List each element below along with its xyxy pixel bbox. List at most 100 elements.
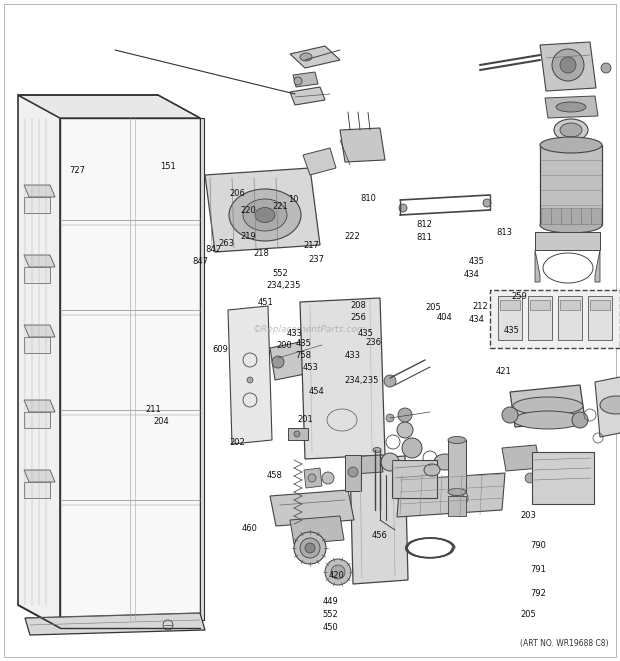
Ellipse shape (600, 396, 620, 414)
Bar (541, 208, 551, 224)
Circle shape (502, 407, 518, 423)
Text: 420: 420 (329, 570, 344, 580)
Circle shape (247, 377, 253, 383)
Text: 450: 450 (322, 623, 338, 633)
Polygon shape (340, 128, 385, 162)
Polygon shape (270, 490, 354, 526)
Circle shape (456, 494, 464, 502)
Ellipse shape (448, 488, 466, 496)
Text: 727: 727 (69, 166, 86, 175)
Polygon shape (24, 267, 50, 283)
Polygon shape (535, 250, 540, 282)
Circle shape (325, 559, 351, 585)
Polygon shape (24, 325, 55, 337)
Polygon shape (595, 250, 600, 282)
Bar (288, 428, 308, 440)
Circle shape (402, 438, 422, 458)
Bar (581, 208, 591, 224)
Bar (528, 296, 552, 340)
Text: 237: 237 (309, 254, 325, 264)
Text: 203: 203 (521, 511, 537, 520)
Circle shape (560, 57, 576, 73)
Text: 220: 220 (241, 206, 256, 215)
Circle shape (398, 408, 412, 422)
Text: 552: 552 (273, 269, 288, 278)
Circle shape (348, 467, 358, 477)
Text: 259: 259 (512, 292, 527, 301)
Bar (551, 208, 561, 224)
Bar (532, 452, 594, 504)
Polygon shape (545, 96, 598, 118)
Polygon shape (303, 148, 336, 175)
Polygon shape (24, 255, 55, 267)
Bar (560, 300, 580, 310)
Polygon shape (300, 298, 385, 459)
Circle shape (294, 77, 302, 85)
Bar (200, 118, 204, 620)
Text: 792: 792 (530, 589, 546, 598)
Circle shape (300, 538, 320, 558)
Text: 433: 433 (287, 329, 303, 338)
Polygon shape (350, 455, 383, 474)
Ellipse shape (373, 447, 381, 453)
Text: 456: 456 (372, 531, 388, 540)
Circle shape (331, 565, 345, 579)
Polygon shape (228, 306, 272, 444)
Bar (345, 455, 361, 491)
Circle shape (294, 431, 300, 437)
Polygon shape (205, 168, 320, 252)
Circle shape (305, 543, 315, 553)
Polygon shape (290, 46, 340, 68)
Circle shape (483, 199, 491, 207)
Polygon shape (502, 445, 540, 471)
Polygon shape (290, 87, 325, 105)
Text: 451: 451 (257, 298, 273, 307)
Text: ©ReplacementParts.com: ©ReplacementParts.com (253, 325, 367, 334)
Text: 151: 151 (160, 162, 175, 171)
Text: 453: 453 (303, 363, 319, 372)
Text: 218: 218 (253, 249, 269, 258)
Text: 234,235: 234,235 (344, 375, 378, 385)
Text: 234,235: 234,235 (267, 281, 301, 290)
Text: 206: 206 (229, 188, 246, 198)
Bar (558, 296, 582, 340)
Text: 454: 454 (309, 387, 324, 396)
Polygon shape (397, 473, 505, 517)
Text: 842: 842 (206, 245, 222, 254)
Polygon shape (350, 456, 408, 584)
Bar (448, 496, 466, 516)
Polygon shape (60, 118, 200, 620)
Text: 813: 813 (496, 228, 512, 237)
Text: 219: 219 (241, 232, 256, 241)
Bar (498, 296, 522, 340)
Ellipse shape (255, 208, 275, 223)
Polygon shape (24, 400, 55, 412)
Text: 758: 758 (295, 351, 311, 360)
Text: 421: 421 (496, 367, 511, 376)
Ellipse shape (556, 102, 586, 112)
Circle shape (272, 356, 284, 368)
Ellipse shape (243, 199, 287, 231)
Bar (588, 296, 612, 340)
Text: 790: 790 (530, 541, 546, 550)
Circle shape (601, 63, 611, 73)
Text: 435: 435 (296, 339, 312, 348)
Polygon shape (24, 412, 50, 428)
Text: 404: 404 (437, 313, 453, 322)
Text: 811: 811 (417, 233, 433, 243)
Bar (490, 290, 620, 348)
Text: 434: 434 (469, 315, 485, 325)
Bar (590, 300, 610, 310)
Text: 205: 205 (521, 610, 536, 619)
Circle shape (381, 453, 399, 471)
Polygon shape (18, 95, 200, 118)
Polygon shape (304, 468, 322, 488)
Text: 204: 204 (154, 417, 169, 426)
Ellipse shape (554, 119, 588, 141)
Circle shape (552, 49, 584, 81)
Polygon shape (535, 232, 600, 250)
Polygon shape (293, 72, 318, 87)
Text: 810: 810 (361, 194, 377, 203)
Polygon shape (18, 95, 60, 628)
Text: 201: 201 (298, 415, 313, 424)
